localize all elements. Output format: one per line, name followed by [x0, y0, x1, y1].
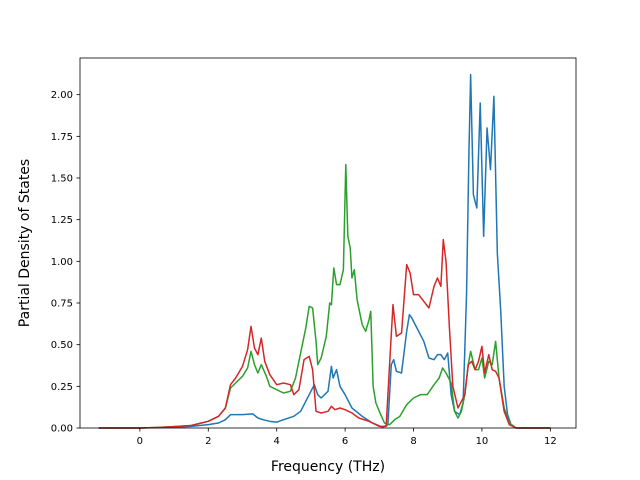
x-tick-label: 12 — [544, 436, 557, 447]
plot-background — [80, 58, 576, 428]
y-tick-label: 1.00 — [51, 257, 73, 268]
y-axis-ticks: 0.00 0.25 0.50 0.75 1.00 1.25 1.50 1.75 2.00 — [51, 90, 80, 435]
y-axis-label: Partial Density of States — [17, 159, 33, 327]
y-tick-label: 0.00 — [51, 424, 73, 435]
y-tick-label: 0.75 — [51, 299, 73, 310]
y-tick-label: 1.75 — [51, 132, 73, 143]
y-tick-label: 1.50 — [51, 174, 73, 185]
x-tick-label: 6 — [342, 436, 348, 447]
plot-frame — [79, 57, 577, 429]
x-tick-label: 2 — [205, 436, 211, 447]
x-tick-label: 8 — [410, 436, 416, 447]
series-layer — [98, 73, 551, 429]
series-line-3 — [98, 238, 551, 429]
y-tick-label: 0.25 — [51, 382, 73, 393]
x-axis-ticks: 0 2 4 6 8 10 12 — [137, 428, 557, 447]
y-tick-label: 1.25 — [51, 215, 73, 226]
x-tick-label: 0 — [137, 436, 143, 447]
x-tick-label: 4 — [274, 436, 280, 447]
y-tick-label: 0.50 — [51, 340, 73, 351]
x-axis-label: Frequency (THz) — [271, 459, 385, 475]
x-tick-label: 10 — [476, 436, 489, 447]
y-tick-label: 2.00 — [51, 90, 73, 101]
series-line-1 — [98, 73, 551, 429]
